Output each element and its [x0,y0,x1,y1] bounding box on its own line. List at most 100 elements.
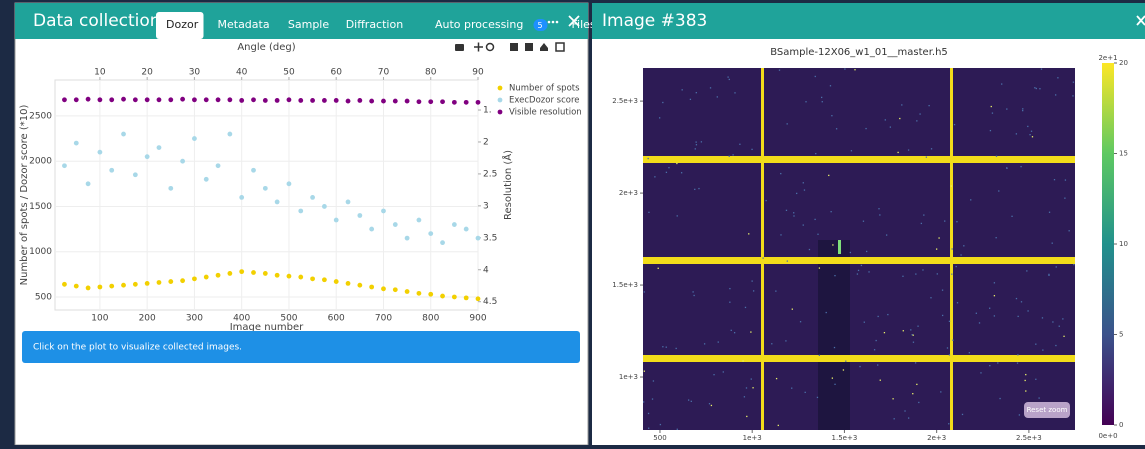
speckle [785,340,786,341]
data-point [275,273,280,278]
data-point [476,100,481,105]
speckle [1017,354,1018,355]
y2-tick-label: 2 [483,137,489,147]
data-point [86,181,91,186]
speckle [727,76,728,77]
data-point [357,213,362,218]
x2-tick-label: 50 [283,68,295,78]
speckle [723,371,724,372]
module-gap [643,156,1075,163]
speckle [693,295,694,296]
speckle [994,315,995,316]
zoom-in-icon[interactable] [510,43,518,51]
data-point [440,240,445,245]
speckle [952,340,953,341]
speckle [936,248,937,249]
speckle [676,348,677,349]
tab-label[interactable]: Metadata [218,18,270,31]
speckle [874,349,875,350]
data-point [157,145,162,150]
speckle [994,295,995,296]
x2-tick-label: 90 [472,68,484,78]
zoom-out-icon[interactable] [525,43,533,51]
speckle [780,173,781,174]
speckle [915,362,916,363]
data-point [192,136,197,141]
colorbar-tick-label: 20 [1119,59,1128,67]
data-point [381,99,386,104]
speckle [695,148,696,149]
data-point [298,98,303,103]
data-point [369,285,374,290]
image-panel-title: Image #383 [602,11,707,31]
data-point [168,186,173,191]
speckle [819,267,820,268]
speckle [878,208,879,209]
speckle [859,366,860,367]
speckle [1042,317,1043,318]
speckle [696,144,697,145]
speckle [902,276,903,277]
data-point [121,132,126,137]
speckle [734,332,735,333]
speckle [996,237,997,238]
speckle [858,270,859,271]
data-point [180,159,185,164]
speckle [644,371,645,372]
speckle [796,193,797,194]
data-point [310,98,315,103]
speckle [654,176,655,177]
y-tick-label: 1.5e+3 [612,281,638,289]
speckle [947,347,948,348]
camera-icon[interactable] [455,44,464,51]
data-point [428,99,433,104]
data-point [393,99,398,104]
more-button[interactable] [548,21,559,24]
x-tick-label: 1e+3 [743,434,762,442]
speckle [887,314,888,315]
speckle [1055,94,1056,95]
speckle [831,115,832,116]
speckle [662,102,663,103]
data-point [275,200,280,205]
speckle [998,190,999,191]
speckle [787,260,788,261]
speckle [648,413,649,414]
tab-label[interactable]: Sample [288,18,329,31]
tab-label[interactable]: Diffraction [346,18,404,31]
diffraction-image[interactable] [643,68,1075,430]
tab-label[interactable]: Auto processing [435,18,523,31]
speckle [997,362,998,363]
speckle [805,101,806,102]
speckle [688,399,689,400]
data-point [145,154,150,159]
speckle [949,354,950,355]
speckle [809,249,810,250]
speckle [876,340,877,341]
data-point [428,231,433,236]
data-point [464,227,469,232]
speckle [815,153,816,154]
data-point [334,279,339,284]
speckle [793,212,794,213]
speckle [879,214,880,215]
tab-label[interactable]: Dozor [166,18,199,31]
speckle [734,92,735,93]
speckle [954,124,955,125]
speckle [1056,266,1057,267]
speckle [994,282,995,283]
speckle [1018,316,1019,317]
speckle [937,273,938,274]
y-tick-label: 2500 [29,111,52,121]
x2-tick-label: 60 [330,68,342,78]
speckle [991,106,992,107]
speckle [803,182,804,183]
speckle [912,393,913,394]
speckle [861,265,862,266]
data-point [86,286,91,291]
speckle [976,313,977,314]
speckle [652,398,653,399]
speckle [999,398,1000,399]
data-point [227,97,232,102]
speckle [916,384,917,385]
